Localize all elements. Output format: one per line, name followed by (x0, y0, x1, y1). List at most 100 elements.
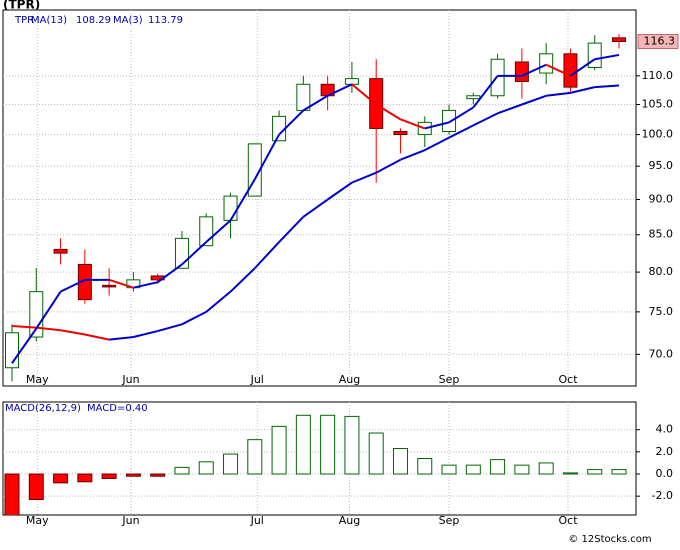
ma-line-segment (157, 323, 183, 333)
ma-line-segment (254, 241, 280, 269)
macd-bar (198, 461, 214, 475)
macd-bar (4, 473, 20, 515)
y-tick-label: 2.0 (656, 445, 674, 458)
ma-line-segment (84, 333, 110, 341)
ma-line-segment (448, 124, 474, 139)
legend-value: 113.79 (148, 15, 183, 26)
legend-label: MA(3) (113, 15, 143, 26)
chart-title: (TPR) (3, 0, 40, 12)
macd-bar (125, 473, 141, 477)
macd-bar (562, 472, 578, 475)
x-tick-label: Jun (121, 373, 139, 386)
macd-bar (538, 462, 554, 475)
last-price-label: 116.3 (644, 35, 676, 48)
candle-body (514, 61, 529, 82)
macd-bar (247, 439, 263, 475)
macd-bar (53, 473, 69, 484)
y-tick-label: 90.0 (649, 193, 674, 206)
candle-body (393, 130, 408, 136)
ma-line-segment (157, 263, 183, 283)
legend-label: MA(13) (31, 15, 67, 26)
macd-bar (441, 464, 457, 475)
ma-line-segment (229, 267, 256, 293)
ma-line-segment (229, 178, 256, 221)
ma-line-segment (302, 94, 329, 112)
macd-bar (417, 458, 433, 475)
y-tick-label: 95.0 (649, 159, 674, 172)
y-tick-label: -2.0 (652, 489, 673, 502)
ma-line-segment (278, 109, 305, 136)
macd-bar (101, 473, 117, 479)
y-tick-label: 75.0 (649, 305, 674, 318)
ma-line-segment (11, 327, 38, 364)
candle-body (296, 83, 311, 111)
ma-line-segment (594, 84, 620, 89)
ma-line-segment (278, 216, 305, 243)
y-tick-label: 80.0 (649, 265, 674, 278)
ma-line-segment (570, 86, 595, 94)
ma-line-segment (11, 325, 37, 329)
macd-bar (490, 459, 506, 475)
macd-bar (77, 473, 93, 483)
ma-line-segment (375, 103, 402, 121)
macd-bar (223, 453, 239, 475)
ma-line-segment (133, 281, 158, 289)
ma-line-segment (594, 53, 620, 61)
x-tick-label: Jul (250, 514, 264, 527)
candle-body (466, 95, 481, 100)
ma-line-segment (327, 83, 353, 97)
y-tick-label: 110.0 (642, 69, 674, 82)
candle-body (126, 279, 141, 289)
y-tick-label: 100.0 (642, 128, 674, 141)
x-tick-label: Sep (439, 514, 460, 527)
macd-bar (465, 464, 481, 475)
candle-body (587, 42, 602, 68)
ma-line-segment (181, 310, 207, 326)
x-tick-label: May (26, 373, 49, 386)
candle-body (539, 53, 554, 74)
last-price-box (637, 34, 679, 50)
panel-title: MACD(26,12,9) (5, 403, 81, 414)
y-tick-label: 0.0 (656, 467, 674, 480)
plot-area (4, 414, 627, 515)
ma-line-segment (424, 121, 450, 130)
y-tick-label: 105.0 (642, 97, 674, 110)
candle-body (29, 291, 44, 338)
x-tick-label: Oct (558, 514, 578, 527)
ma-line-segment (521, 63, 547, 77)
ma-line-segment (35, 291, 62, 330)
macd-bar (28, 473, 44, 500)
candle-body (53, 248, 68, 254)
x-tick-label: Jun (121, 514, 139, 527)
footer: © 12Stocks.com (568, 534, 651, 545)
ma-line-segment (253, 134, 280, 180)
macd-bar (271, 425, 287, 475)
ma-line-segment (302, 198, 329, 218)
ma-line-segment (472, 75, 499, 109)
plot-frame (2, 401, 637, 516)
ma-line-segment (351, 171, 377, 184)
candle-body (563, 53, 578, 88)
ma-line-segment (108, 278, 134, 289)
macd-bar (344, 415, 360, 475)
ma-line-segment (569, 58, 596, 77)
x-tick-label: Sep (439, 373, 460, 386)
ma-line-segment (60, 329, 86, 336)
ma-line-segment (60, 278, 86, 293)
ma-line-segment (109, 336, 134, 341)
plot-area (5, 34, 626, 382)
y-tick-label: 70.0 (649, 347, 674, 360)
ma-line-segment (472, 112, 499, 127)
candle-body (223, 195, 238, 221)
x-tick-label: Aug (339, 514, 360, 527)
y-tick-label: 4.0 (656, 423, 674, 436)
x-tick-label: Jul (250, 373, 264, 386)
ma-line-segment (36, 326, 61, 332)
candle-body (490, 58, 505, 97)
macd-bar (295, 414, 311, 475)
legend-symbol: TPR (14, 15, 34, 26)
ma-line-segment (327, 181, 353, 201)
ma-line-segment (205, 219, 232, 243)
x-tick-label: Aug (339, 373, 360, 386)
